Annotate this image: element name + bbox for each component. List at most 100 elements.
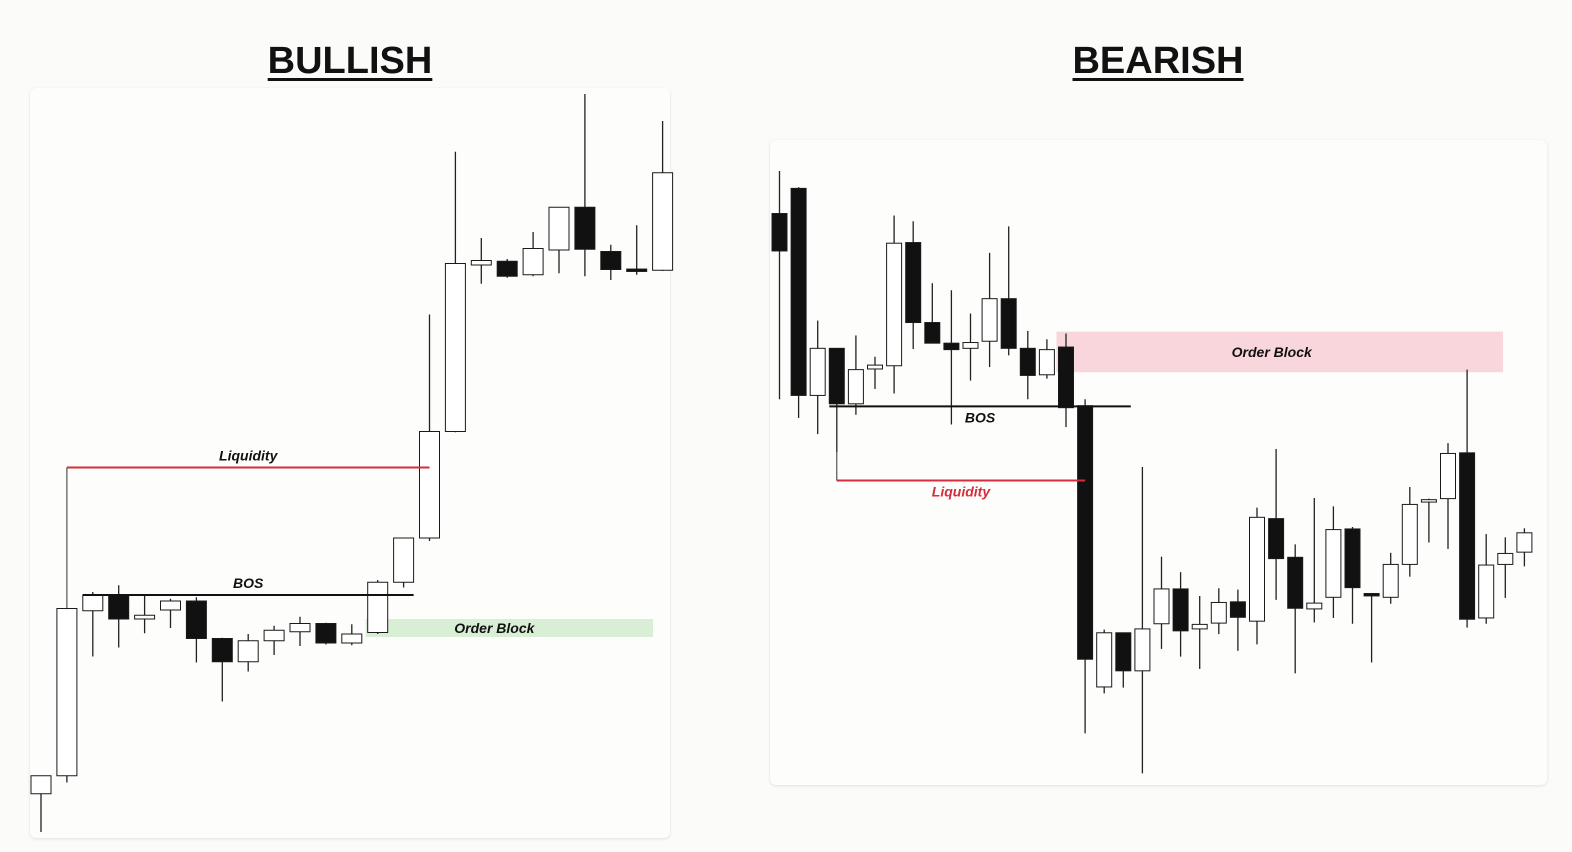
bullish-candle-body bbox=[1325, 529, 1342, 598]
bearish-candle-body bbox=[1363, 593, 1380, 597]
bullish-candle-body bbox=[867, 364, 883, 370]
candle bbox=[1077, 399, 1094, 734]
candle bbox=[1382, 552, 1399, 604]
bearish-candle-body bbox=[771, 213, 788, 252]
candle bbox=[1229, 589, 1246, 651]
candle bbox=[548, 206, 570, 274]
bullish-chart-panel: Order Block Liquidity BOS bbox=[30, 88, 674, 838]
bearish-candle-body bbox=[924, 322, 941, 344]
candle bbox=[1344, 527, 1361, 624]
bullish-candle-body bbox=[82, 594, 104, 612]
bullish-candle-body bbox=[1420, 499, 1437, 503]
bullish-candle-body bbox=[1401, 503, 1418, 565]
bullish-candle-body bbox=[341, 633, 363, 644]
candle bbox=[600, 244, 622, 280]
candle bbox=[828, 347, 845, 453]
bearish-candle-body bbox=[1058, 346, 1074, 409]
candle bbox=[1191, 596, 1208, 669]
bearish-candle-body bbox=[315, 623, 337, 644]
candle bbox=[56, 608, 78, 783]
bearish-candle-body bbox=[1019, 347, 1036, 376]
bullish-candle-body bbox=[1306, 602, 1323, 610]
candle bbox=[341, 624, 363, 646]
bearish-candle-body bbox=[1000, 298, 1017, 349]
candle bbox=[1420, 498, 1437, 543]
bullish-candle-body bbox=[1191, 623, 1208, 630]
candle bbox=[1153, 556, 1170, 649]
candle bbox=[1038, 339, 1055, 379]
candle bbox=[574, 94, 596, 277]
candle bbox=[237, 634, 259, 672]
order-block-label: Order Block bbox=[1232, 344, 1313, 360]
bearish-candle-body bbox=[496, 260, 518, 277]
bullish-candle-body bbox=[263, 629, 285, 642]
candle bbox=[1000, 226, 1017, 356]
candle bbox=[1134, 467, 1151, 774]
bullish-candle-body bbox=[1249, 516, 1265, 622]
bearish-candle-body bbox=[1344, 528, 1361, 589]
bullish-heading: BULLISH bbox=[267, 40, 433, 82]
order-block-label: Order Block bbox=[454, 620, 535, 636]
bullish-candle-body bbox=[1134, 628, 1151, 672]
candle bbox=[393, 537, 415, 588]
candle bbox=[1440, 443, 1456, 549]
candle bbox=[1096, 629, 1113, 694]
bullish-candle-body bbox=[56, 608, 78, 777]
candle bbox=[1268, 448, 1285, 600]
candle bbox=[289, 616, 311, 646]
candle bbox=[905, 221, 922, 349]
bearish-candle-body bbox=[1268, 518, 1285, 560]
bearish-candle-body bbox=[828, 347, 845, 405]
bullish-candle-body bbox=[886, 242, 903, 367]
candle bbox=[962, 313, 979, 381]
bearish-candle-body bbox=[211, 638, 233, 663]
candle bbox=[847, 335, 864, 415]
candle bbox=[263, 625, 285, 655]
candle bbox=[185, 597, 207, 663]
candle bbox=[1058, 333, 1074, 428]
bearish-candle-body bbox=[1229, 601, 1246, 618]
candle bbox=[1019, 330, 1036, 400]
bearish-candle-body bbox=[600, 251, 622, 270]
candle bbox=[444, 151, 466, 433]
candle bbox=[1401, 487, 1418, 577]
bearish-candle-body bbox=[185, 600, 207, 639]
bullish-candle-body bbox=[1478, 564, 1495, 619]
candle bbox=[82, 592, 104, 657]
bearish-chart-panel: Order Block BOS Liquidity bbox=[770, 140, 1547, 785]
liquidity-label: Liquidity bbox=[932, 484, 992, 500]
bullish-candle-body bbox=[522, 248, 544, 276]
bearish-candle-body bbox=[108, 594, 130, 620]
bullish-candle-body bbox=[470, 260, 492, 266]
candle bbox=[1172, 572, 1189, 657]
candle bbox=[1459, 369, 1476, 628]
bearish-candle-body bbox=[943, 342, 960, 351]
bos-label: BOS bbox=[233, 575, 264, 591]
bullish-candle-body bbox=[1153, 588, 1170, 625]
candle bbox=[211, 637, 233, 702]
bearish-candle-body bbox=[1172, 588, 1189, 632]
candle bbox=[315, 622, 337, 645]
candle bbox=[626, 225, 648, 275]
bullish-candle-body bbox=[809, 347, 826, 396]
candle bbox=[981, 252, 998, 368]
candle bbox=[1325, 506, 1342, 618]
candle bbox=[30, 775, 52, 832]
bearish-candle-body bbox=[626, 268, 648, 272]
candle bbox=[1115, 632, 1132, 688]
bearish-candle-body bbox=[1115, 632, 1132, 672]
bearish-candle-body bbox=[905, 242, 922, 324]
bullish-candle-body bbox=[237, 640, 259, 663]
bearish-candle-body bbox=[1077, 405, 1094, 660]
candle bbox=[771, 170, 788, 400]
candle bbox=[134, 595, 156, 634]
bullish-candle-body bbox=[393, 537, 415, 583]
bullish-candle-body bbox=[134, 614, 156, 620]
candle bbox=[1210, 588, 1227, 635]
candle bbox=[496, 259, 518, 278]
candle bbox=[1497, 537, 1514, 598]
bos-label: BOS bbox=[965, 409, 996, 425]
candle bbox=[1306, 497, 1323, 623]
bullish-candle-body bbox=[444, 263, 466, 432]
bullish-candle-body bbox=[419, 431, 440, 539]
